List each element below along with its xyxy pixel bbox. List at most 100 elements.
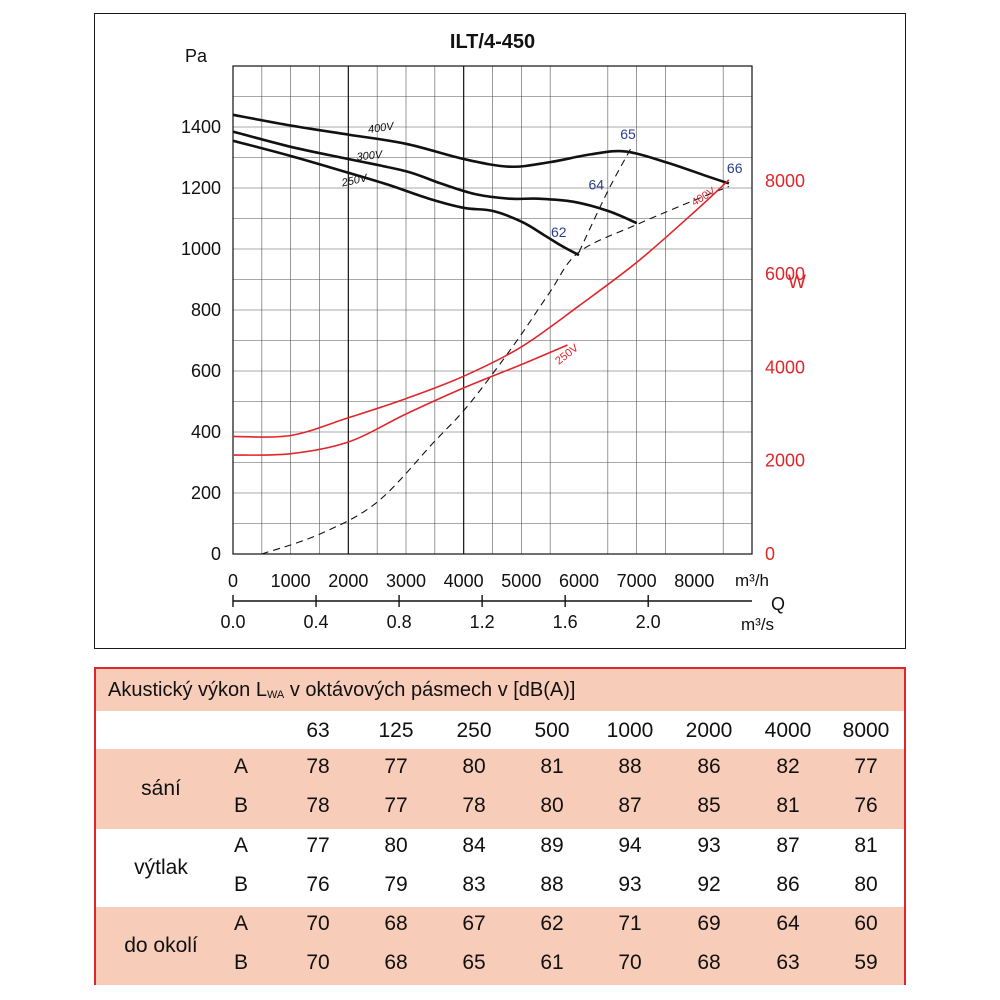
band-header: 500 bbox=[534, 719, 570, 742]
row-label: B bbox=[233, 951, 248, 974]
efficiency-label: 65 bbox=[620, 126, 636, 142]
y-tick-label-left: 200 bbox=[191, 483, 221, 503]
y-tick-label-left: 1400 bbox=[181, 117, 221, 137]
band-header: 4000 bbox=[764, 719, 812, 742]
band-header: 250 bbox=[456, 719, 492, 742]
x-tick-label-top: 6000 bbox=[559, 571, 599, 591]
group-label: do okolí bbox=[124, 934, 198, 957]
pressure-curve-300V bbox=[232, 130, 638, 225]
y-tick-label-left: 400 bbox=[191, 422, 221, 442]
table-group-band bbox=[96, 907, 904, 985]
table-cell: 71 bbox=[618, 912, 642, 935]
table-cell: 93 bbox=[618, 873, 642, 896]
x-tick-label-top: 7000 bbox=[617, 571, 657, 591]
y-tick-label-right: 2000 bbox=[765, 451, 805, 471]
table-cell: 62 bbox=[540, 912, 564, 935]
table-cell: 78 bbox=[306, 794, 330, 817]
table-cell: 93 bbox=[697, 834, 721, 857]
table-cell: 77 bbox=[306, 834, 330, 857]
y-tick-label-right: 0 bbox=[765, 544, 775, 564]
table-cell: 63 bbox=[776, 951, 800, 974]
table-cell: 92 bbox=[697, 873, 721, 896]
table-cell: 67 bbox=[462, 912, 486, 935]
x-tick-label-top: 0 bbox=[228, 571, 238, 591]
table-cell: 89 bbox=[540, 834, 564, 857]
table-cell: 88 bbox=[540, 873, 564, 896]
x-unit-top: m³/h bbox=[735, 571, 769, 590]
table-cell: 80 bbox=[462, 755, 486, 778]
x-tick-label-top: 4000 bbox=[444, 571, 484, 591]
row-label: B bbox=[233, 794, 248, 817]
table-cell: 80 bbox=[384, 834, 408, 857]
efficiency-label: 64 bbox=[589, 177, 605, 193]
table-cell: 86 bbox=[697, 755, 721, 778]
pressure-curve-400V bbox=[232, 113, 730, 185]
table-cell: 88 bbox=[618, 755, 642, 778]
pressure-curve-250V bbox=[232, 139, 580, 257]
y-tick-label-left: 0 bbox=[211, 544, 221, 564]
table-cell: 69 bbox=[697, 912, 721, 935]
table-cell: 94 bbox=[618, 834, 642, 857]
acoustic-table-title: Akustický výkon LWA v oktávových pásmech… bbox=[96, 669, 904, 711]
table-cell: 65 bbox=[462, 951, 486, 974]
x-tick-label-top: 5000 bbox=[501, 571, 541, 591]
x-tick-label-top: 2000 bbox=[328, 571, 368, 591]
table-cell: 86 bbox=[776, 873, 800, 896]
band-header: 125 bbox=[378, 719, 414, 742]
table-cell: 77 bbox=[854, 755, 878, 778]
table-cell: 77 bbox=[384, 755, 408, 778]
table-cell: 77 bbox=[384, 794, 408, 817]
q-axis-label: Q bbox=[771, 594, 785, 614]
table-cell: 76 bbox=[306, 873, 330, 896]
row-label: A bbox=[233, 834, 248, 857]
x-tick-label-bottom: 0.0 bbox=[220, 612, 245, 632]
table-cell: 84 bbox=[462, 834, 486, 857]
table-cell: 59 bbox=[854, 951, 878, 974]
y-tick-label-left: 800 bbox=[191, 300, 221, 320]
efficiency-label: 62 bbox=[551, 224, 567, 240]
x-tick-label-bottom: 1.6 bbox=[553, 612, 578, 632]
band-header: 2000 bbox=[685, 719, 733, 742]
y-tick-label-right: 8000 bbox=[765, 171, 805, 191]
table-cell: 70 bbox=[618, 951, 642, 974]
table-cell: 76 bbox=[854, 794, 878, 817]
table-cell: 85 bbox=[697, 794, 721, 817]
x-tick-label-top: 3000 bbox=[386, 571, 426, 591]
table-cell: 81 bbox=[776, 794, 800, 817]
power-curve-250V bbox=[232, 344, 568, 456]
power-curve-400V bbox=[232, 179, 730, 438]
x-tick-label-bottom: 1.2 bbox=[470, 612, 495, 632]
x-tick-label-bottom: 0.4 bbox=[304, 612, 329, 632]
table-cell: 87 bbox=[618, 794, 642, 817]
y-axis-label-right: W bbox=[788, 272, 806, 293]
fan-chart-frame: ILT/4-450 Pa W 0 200 400 600 800 1000 1200 1400 0 20… bbox=[94, 13, 906, 649]
y-axis-label-left: Pa bbox=[185, 46, 208, 66]
table-cell: 60 bbox=[854, 912, 878, 935]
y-tick-label-right: 4000 bbox=[765, 357, 805, 377]
plot-area-border bbox=[232, 65, 753, 555]
acoustic-table: Akustický výkon LWA v oktávových pásmech… bbox=[94, 667, 906, 985]
x-tick-label-top: 8000 bbox=[674, 571, 714, 591]
band-header: 8000 bbox=[842, 719, 890, 742]
table-cell: 79 bbox=[384, 873, 408, 896]
table-cell: 70 bbox=[306, 912, 330, 935]
efficiency-label: 66 bbox=[727, 160, 743, 176]
table-cell: 83 bbox=[462, 873, 486, 896]
table-group-band bbox=[96, 749, 904, 829]
x-tick-label-bottom: 2.0 bbox=[636, 612, 661, 632]
row-label: A bbox=[233, 912, 248, 935]
table-cell: 81 bbox=[540, 755, 564, 778]
band-header: 1000 bbox=[606, 719, 654, 742]
pressure-label-250v: 250V bbox=[340, 172, 370, 190]
fan-chart: ILT/4-450 Pa W 0 200 400 600 800 1000 1200 1400 0 20… bbox=[181, 31, 806, 634]
table-cell: 81 bbox=[854, 834, 878, 857]
table-cell: 78 bbox=[462, 794, 486, 817]
pressure-label-400v: 400V bbox=[367, 120, 396, 136]
efficiency-line bbox=[578, 148, 632, 253]
y-tick-label-left: 1000 bbox=[181, 239, 221, 259]
pressure-label-300v: 300V bbox=[356, 149, 384, 164]
band-header: 63 bbox=[306, 719, 330, 742]
chart-title: ILT/4-450 bbox=[450, 31, 535, 53]
table-cell: 82 bbox=[776, 755, 800, 778]
table-cell: 78 bbox=[306, 755, 330, 778]
